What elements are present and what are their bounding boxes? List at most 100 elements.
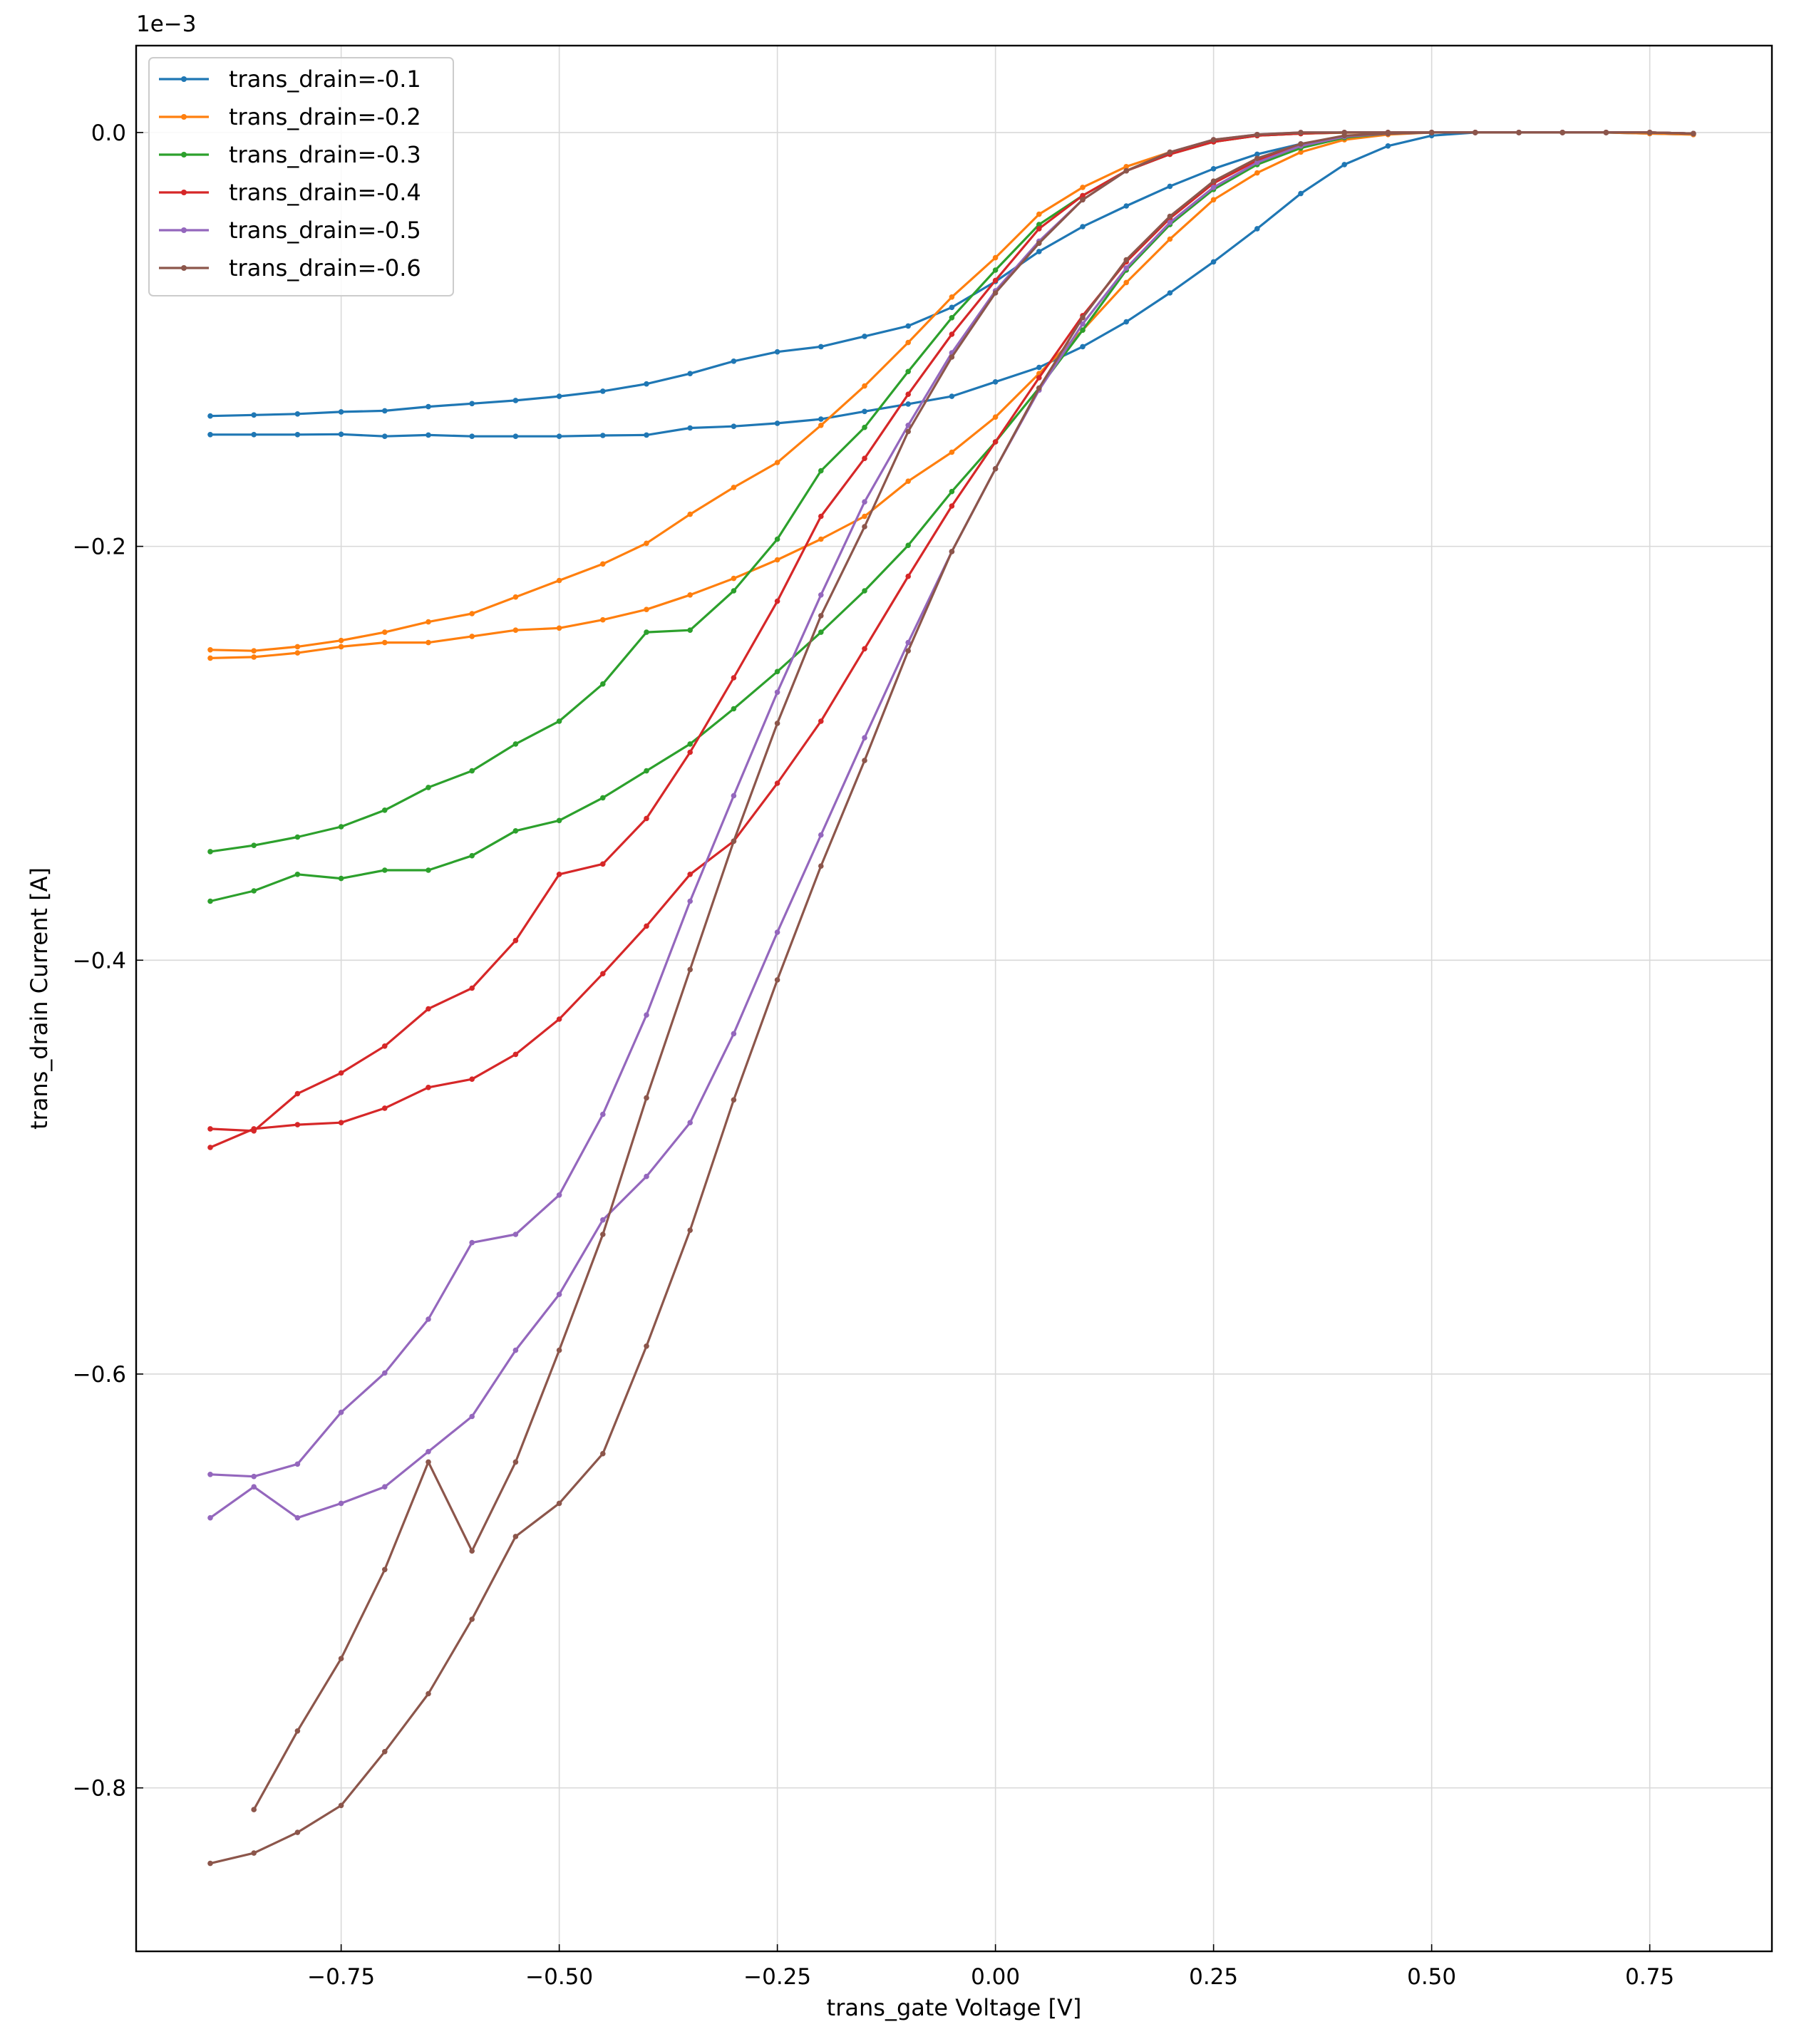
data-point	[294, 432, 301, 438]
data-point	[905, 401, 911, 407]
data-point	[338, 1500, 344, 1507]
data-point	[1123, 164, 1129, 170]
data-point	[862, 758, 867, 763]
data-point	[469, 1239, 475, 1246]
legend-label: trans_drain=-0.3	[229, 141, 421, 168]
data-point	[251, 842, 257, 848]
data-point	[294, 411, 301, 417]
data-point	[426, 403, 431, 410]
data-point	[862, 424, 867, 430]
data-point	[1341, 162, 1347, 167]
legend-marker	[181, 152, 187, 158]
data-point	[251, 1126, 257, 1132]
data-point	[469, 852, 475, 859]
data-point	[862, 334, 867, 339]
legend-marker	[181, 190, 187, 195]
data-point	[382, 629, 388, 635]
data-point	[644, 768, 649, 774]
data-point	[251, 1473, 257, 1480]
data-point	[1167, 236, 1173, 242]
data-point	[251, 888, 257, 894]
data-point	[1603, 130, 1609, 135]
data-point	[1036, 222, 1042, 227]
data-point	[251, 412, 257, 418]
plot-frame	[135, 44, 1773, 1953]
data-point	[818, 416, 824, 422]
data-point	[644, 815, 649, 822]
data-point	[949, 503, 955, 509]
data-point	[949, 315, 955, 321]
data-point	[1254, 155, 1260, 161]
data-point	[1298, 149, 1304, 155]
data-point	[600, 388, 606, 394]
data-point	[469, 1076, 475, 1082]
data-point	[1080, 224, 1086, 229]
data-point	[207, 1126, 213, 1132]
data-point	[1210, 197, 1217, 203]
data-point	[338, 1802, 344, 1809]
data-point	[644, 540, 649, 547]
legend-label: trans_drain=-0.4	[229, 179, 421, 206]
data-point	[949, 488, 955, 495]
data-point	[469, 634, 475, 639]
data-point	[207, 432, 213, 438]
data-point	[556, 1016, 562, 1022]
data-point	[382, 1043, 388, 1049]
data-point	[556, 1291, 562, 1297]
legend-item: trans_drain=-0.3	[159, 141, 421, 168]
data-point	[1080, 321, 1086, 327]
data-point	[382, 1370, 388, 1376]
data-point	[992, 439, 999, 445]
data-point	[556, 1192, 562, 1198]
data-point	[949, 393, 955, 399]
data-point	[862, 524, 867, 530]
data-point	[512, 627, 519, 633]
data-point	[731, 793, 737, 799]
data-point	[382, 807, 388, 813]
data-point	[294, 872, 301, 877]
data-point	[818, 832, 824, 838]
data-point	[251, 654, 257, 660]
data-point	[426, 1316, 431, 1322]
data-point	[774, 460, 780, 465]
data-point	[556, 577, 562, 584]
data-point	[426, 785, 431, 790]
data-point	[600, 681, 606, 687]
data-point	[1080, 197, 1086, 203]
data-point	[731, 675, 737, 681]
data-point	[687, 749, 693, 755]
data-point	[1036, 226, 1042, 232]
x-tick-label: 0.25	[1189, 1964, 1238, 1990]
data-point	[600, 433, 606, 438]
data-point	[1080, 192, 1086, 199]
data-point	[1254, 151, 1260, 158]
data-point	[1123, 265, 1129, 271]
data-point	[731, 1097, 737, 1103]
data-point	[862, 408, 867, 415]
data-point	[382, 1749, 388, 1755]
data-point	[731, 838, 737, 845]
data-point	[818, 536, 824, 542]
data-point	[992, 290, 999, 296]
data-point	[774, 669, 780, 675]
data-point	[644, 1012, 649, 1018]
data-point	[382, 1105, 388, 1111]
data-point	[469, 401, 475, 407]
data-point	[1428, 130, 1435, 135]
data-point	[294, 834, 301, 840]
legend-label: trans_drain=-0.6	[229, 254, 421, 282]
data-point	[469, 768, 475, 774]
y-tick-label: −0.6	[73, 1362, 126, 1388]
data-point	[905, 368, 911, 375]
data-point	[382, 867, 388, 873]
data-point	[905, 428, 911, 435]
data-point	[818, 592, 824, 598]
data-point	[338, 875, 344, 882]
data-point	[600, 561, 606, 567]
x-tick-label: 0.00	[971, 1964, 1020, 1990]
data-point	[818, 468, 824, 474]
data-point	[469, 611, 475, 616]
data-point	[512, 1459, 519, 1465]
data-point	[687, 1227, 693, 1233]
